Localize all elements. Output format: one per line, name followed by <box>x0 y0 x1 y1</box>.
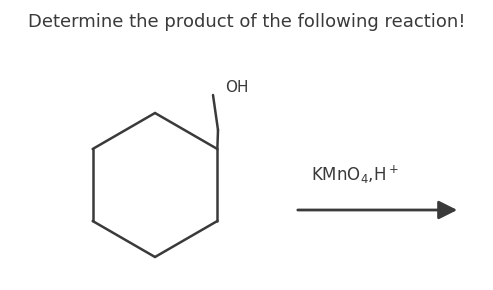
Text: KMnO$_4$,H$^+$: KMnO$_4$,H$^+$ <box>311 164 399 186</box>
Text: OH: OH <box>225 81 248 95</box>
Text: Determine the product of the following reaction!: Determine the product of the following r… <box>28 13 465 31</box>
